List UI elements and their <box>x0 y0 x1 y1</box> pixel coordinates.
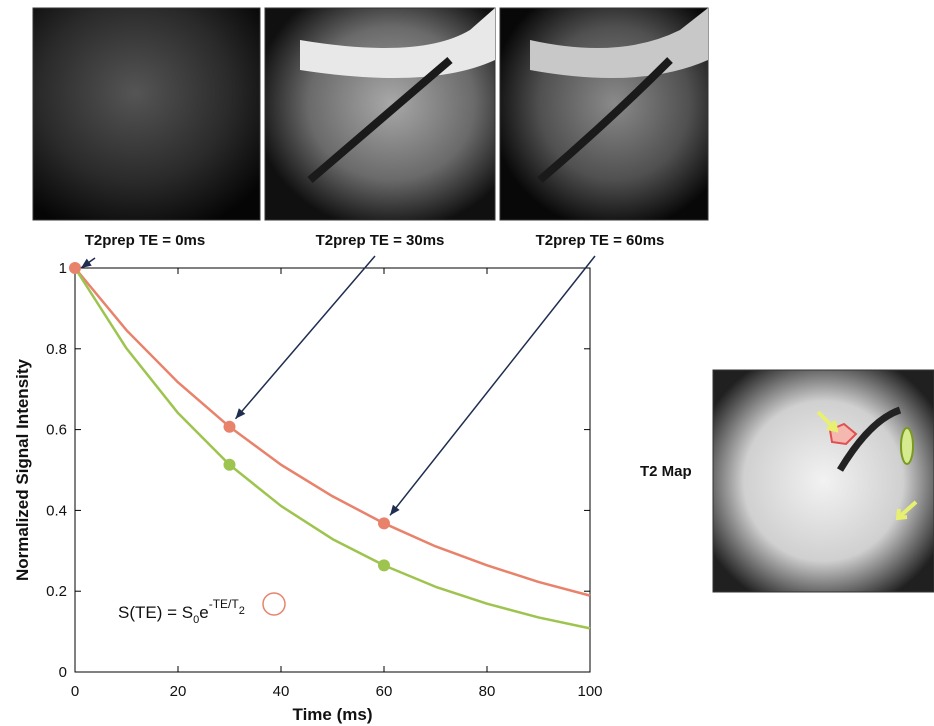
annotation-arrow <box>236 256 376 419</box>
x-tick-label: 80 <box>479 683 496 700</box>
y-tick-label: 0.4 <box>46 502 67 519</box>
data-point <box>378 559 390 571</box>
annotation: T2prep TE = 30ms <box>316 232 445 249</box>
roi-outline <box>901 428 913 464</box>
y-tick-label: 0.6 <box>46 422 67 439</box>
formula-part: S(TE) = S <box>118 603 193 622</box>
y-tick-label: 0.2 <box>46 583 67 600</box>
t2-map-image <box>713 370 934 592</box>
page: T2 Map 0 0.2 0.4 0.6 0.8 1 0 20 40 60 80 100 Time (m… <box>0 0 934 726</box>
figure: T2 Map 0 0.2 0.4 0.6 0.8 1 0 20 40 60 80 100 Time (m… <box>0 0 934 726</box>
y-tick-label: 0 <box>59 664 67 681</box>
series-line <box>75 268 590 596</box>
annotation-arrowhead <box>81 259 92 268</box>
data-point <box>378 517 390 529</box>
mri-image <box>33 8 260 220</box>
data-point <box>224 459 236 471</box>
y-tick-label: 1 <box>59 260 67 277</box>
formula-part: e <box>199 603 208 622</box>
x-axis-label: Time (ms) <box>293 705 373 724</box>
x-tick-label: 40 <box>273 683 290 700</box>
x-tick-label: 100 <box>577 683 602 700</box>
formula: S(TE) = S0e-TE/T2 <box>118 597 245 626</box>
formula-part: 2 <box>239 605 245 617</box>
t2-map-label: T2 Map <box>640 463 692 480</box>
y-axis-label: Normalized Signal Intensity <box>13 358 32 581</box>
data-point <box>69 262 81 274</box>
x-tick-label: 60 <box>376 683 393 700</box>
annotation: T2prep TE = 0ms <box>85 232 205 249</box>
x-tick-label: 0 <box>71 683 79 700</box>
annotation-arrow <box>390 256 595 515</box>
formula-part: -TE/T <box>209 597 240 611</box>
data-point <box>224 421 236 433</box>
annotation: T2prep TE = 60ms <box>536 232 665 249</box>
x-tick-label: 20 <box>170 683 187 700</box>
annotation-arrowhead <box>390 505 400 516</box>
formula-highlight <box>263 593 285 615</box>
y-tick-label: 0.8 <box>46 341 67 358</box>
